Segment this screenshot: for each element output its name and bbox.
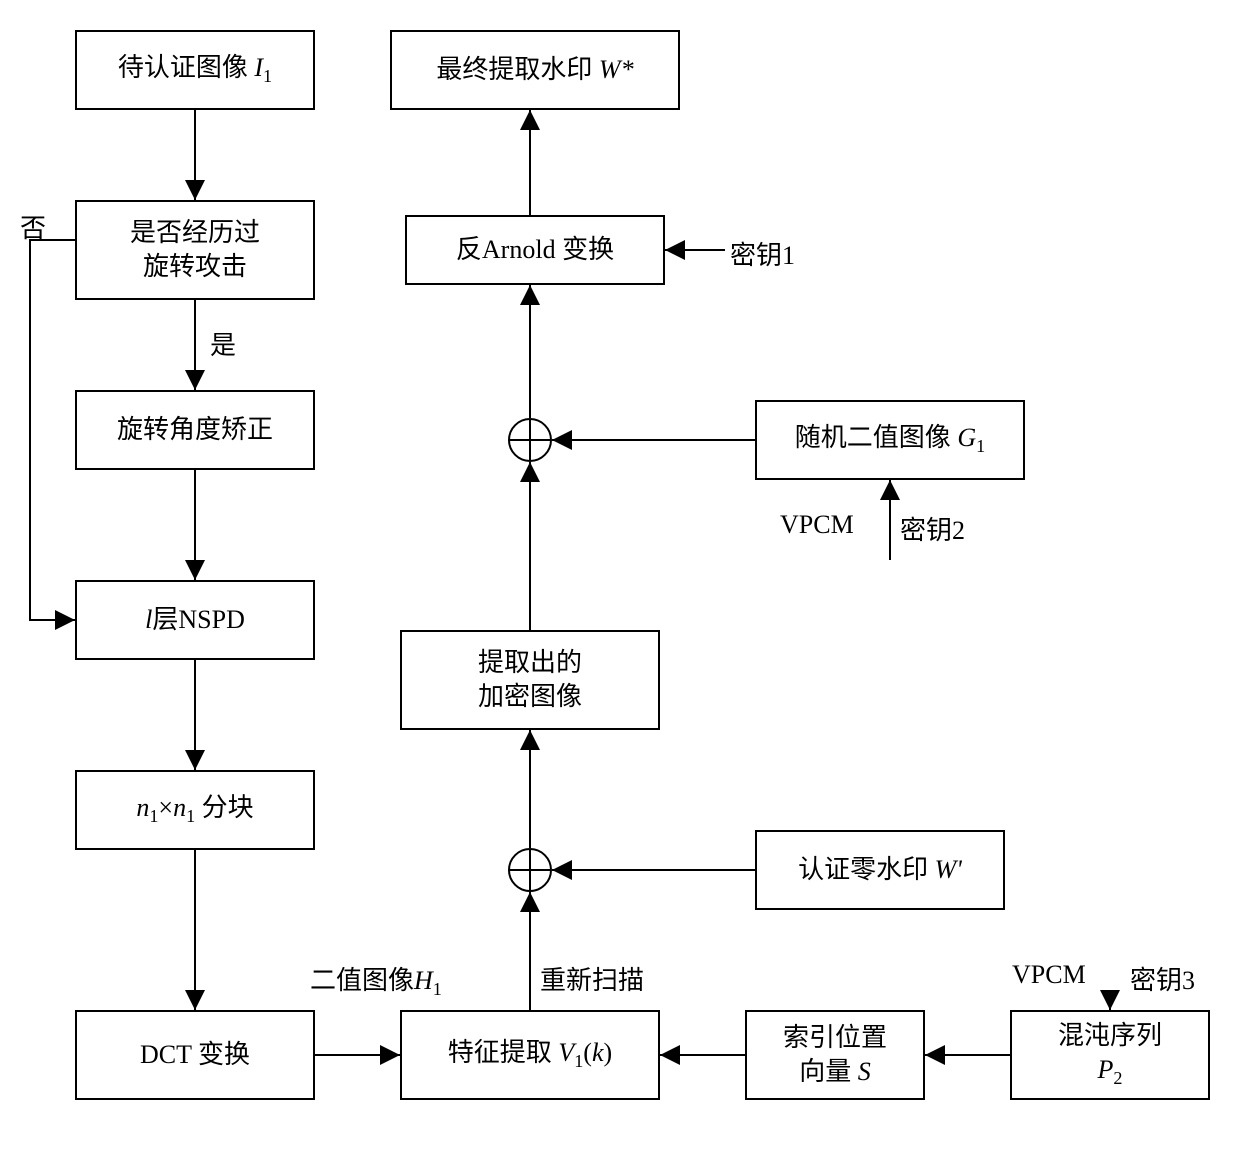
label-vpcm3: VPCM [1012, 960, 1086, 990]
node-label: 特征提取 V1(k) [448, 1036, 612, 1074]
xor-icon [508, 418, 552, 462]
label-key2: 密钥2 [900, 510, 965, 547]
label-no: 否 [20, 208, 46, 245]
node-label: 待认证图像 I1 [118, 51, 272, 89]
node-label: 随机二值图像 G1 [795, 421, 985, 459]
node-random-binary: 随机二值图像 G1 [755, 400, 1025, 480]
node-label: 向量 S [799, 1055, 871, 1089]
node-label: n1×n1 分块 [136, 791, 253, 829]
node-feature-extract: 特征提取 V1(k) [400, 1010, 660, 1100]
label-binary-image: 二值图像H1 [310, 960, 442, 1000]
label-key1: 密钥1 [730, 235, 795, 272]
node-label: 认证零水印 W' [798, 853, 962, 887]
node-inverse-arnold: 反Arnold 变换 [405, 215, 665, 285]
node-blocking: n1×n1 分块 [75, 770, 315, 850]
node-final-watermark: 最终提取水印 W* [390, 30, 680, 110]
node-extracted-encrypted: 提取出的 加密图像 [400, 630, 660, 730]
xor-icon [508, 848, 552, 892]
label-key3: 密钥3 [1130, 960, 1195, 997]
node-rotation-check: 是否经历过 旋转攻击 [75, 200, 315, 300]
node-label: 提取出的 [478, 646, 582, 680]
label-yes: 是 [210, 325, 236, 362]
label-rescan: 重新扫描 [540, 960, 644, 997]
node-chaos-seq: 混沌序列 P2 [1010, 1010, 1210, 1100]
node-label: 索引位置 [783, 1021, 887, 1055]
node-label: 最终提取水印 W* [436, 53, 633, 87]
node-label: 是否经历过 [130, 216, 260, 250]
node-auth-watermark: 认证零水印 W' [755, 830, 1005, 910]
node-nspd: l层NSPD [75, 580, 315, 660]
label-vpcm2: VPCM [780, 510, 854, 540]
node-label: l层NSPD [145, 603, 245, 637]
node-label: DCT 变换 [140, 1038, 250, 1072]
node-label: 加密图像 [478, 680, 582, 714]
node-label: 旋转攻击 [143, 250, 247, 284]
node-label: 反Arnold 变换 [456, 233, 614, 267]
node-dct: DCT 变换 [75, 1010, 315, 1100]
node-label: 混沌序列 [1058, 1019, 1162, 1053]
node-index-vector: 索引位置 向量 S [745, 1010, 925, 1100]
node-label: P2 [1098, 1053, 1123, 1091]
node-input-image: 待认证图像 I1 [75, 30, 315, 110]
node-label: 旋转角度矫正 [117, 413, 273, 447]
node-rotation-correct: 旋转角度矫正 [75, 390, 315, 470]
